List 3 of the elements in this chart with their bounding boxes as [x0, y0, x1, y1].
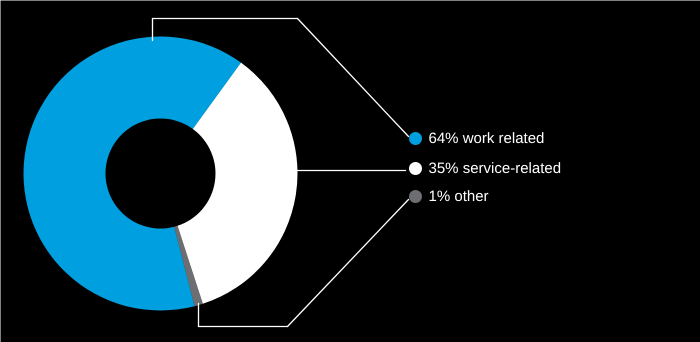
- legend-label: 64% work related: [428, 130, 544, 147]
- legend-label: 35% service-related: [428, 160, 562, 177]
- legend-label: 1% other: [428, 188, 489, 205]
